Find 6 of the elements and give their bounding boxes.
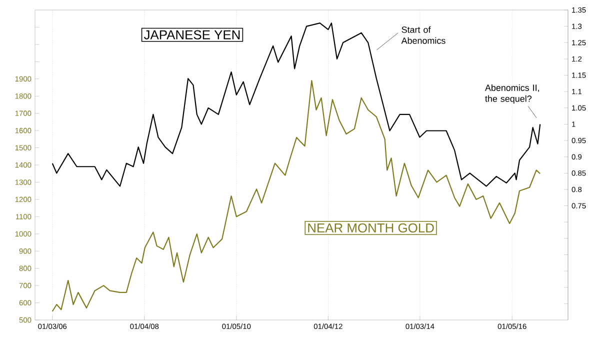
annotation: Start of Abenomics bbox=[401, 26, 446, 44]
text: JAPANESE YEN bbox=[144, 30, 240, 40]
line-series bbox=[52, 80, 541, 312]
text: NEAR MONTH GOLD bbox=[308, 223, 434, 233]
line-series bbox=[52, 22, 541, 187]
annotation: Abenomics II, the sequel? bbox=[485, 84, 539, 104]
